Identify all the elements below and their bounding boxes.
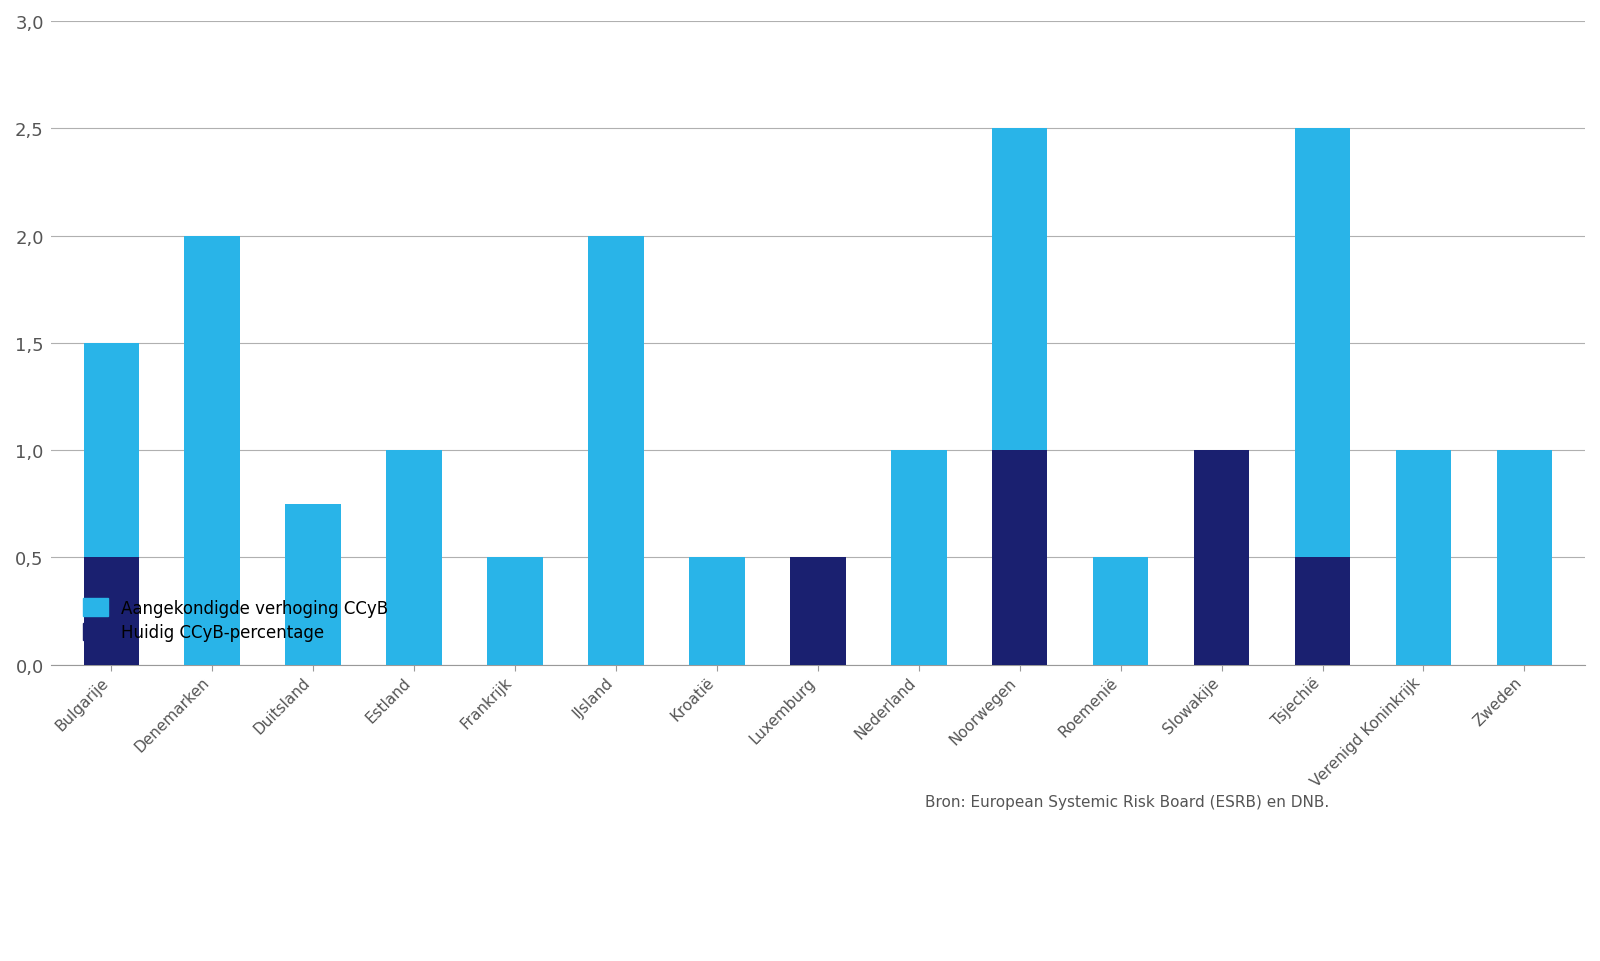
- Bar: [1496, 451, 1552, 665]
- Bar: [992, 451, 1048, 665]
- Bar: [690, 557, 744, 665]
- Bar: [790, 557, 846, 665]
- Bar: [1194, 451, 1250, 665]
- Bar: [488, 557, 542, 665]
- Bar: [1093, 557, 1149, 665]
- Bar: [83, 557, 139, 665]
- Bar: [589, 236, 643, 665]
- Bar: [184, 236, 240, 665]
- Bar: [1294, 129, 1350, 557]
- Bar: [891, 451, 947, 665]
- Legend: Aangekondigde verhoging CCyB, Huidig CCyB-percentage: Aangekondigde verhoging CCyB, Huidig CCy…: [74, 591, 397, 651]
- Bar: [83, 343, 139, 557]
- Bar: [285, 505, 341, 665]
- Bar: [1395, 451, 1451, 665]
- Bar: [992, 129, 1048, 451]
- Text: Bron: European Systemic Risk Board (ESRB) en DNB.: Bron: European Systemic Risk Board (ESRB…: [925, 795, 1330, 809]
- Bar: [1294, 557, 1350, 665]
- Bar: [386, 451, 442, 665]
